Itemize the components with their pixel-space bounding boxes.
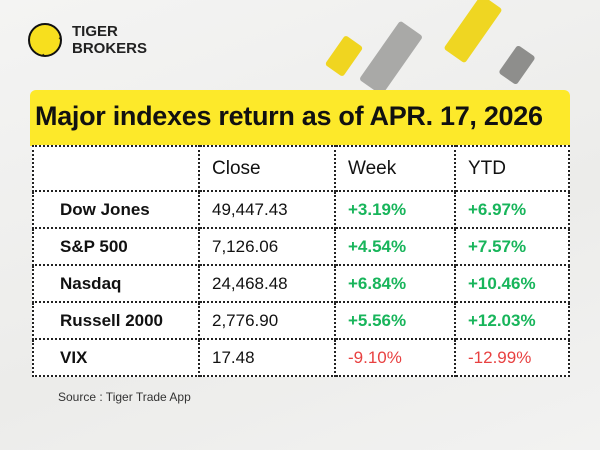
candlestick-decoration-icon bbox=[498, 44, 536, 86]
index-name: Russell 2000 bbox=[32, 301, 200, 340]
week-return: -9.10% bbox=[334, 338, 456, 377]
close-value: 24,468.48 bbox=[198, 264, 336, 303]
index-name: VIX bbox=[32, 338, 200, 377]
ytd-return: +7.57% bbox=[454, 227, 570, 266]
table-header-row: Close Week YTD bbox=[32, 145, 570, 192]
index-name: Dow Jones bbox=[32, 190, 200, 229]
index-name: S&P 500 bbox=[32, 227, 200, 266]
week-return: +5.56% bbox=[334, 301, 456, 340]
week-return: +4.54% bbox=[334, 227, 456, 266]
header-week: Week bbox=[334, 145, 456, 192]
close-value: 7,126.06 bbox=[198, 227, 336, 266]
header-close: Close bbox=[198, 145, 336, 192]
table-row: Russell 2000 2,776.90 +5.56% +12.03% bbox=[32, 301, 570, 340]
index-name: Nasdaq bbox=[32, 264, 200, 303]
ytd-return: +10.46% bbox=[454, 264, 570, 303]
tiger-brokers-logo: TIGER BROKERS bbox=[28, 23, 147, 57]
tiger-logo-icon bbox=[28, 23, 62, 57]
candlestick-decoration-icon bbox=[324, 34, 364, 78]
title-banner: Major indexes return as of APR. 17, 2026 bbox=[30, 90, 570, 146]
candlestick-decoration-icon bbox=[443, 0, 503, 64]
close-value: 49,447.43 bbox=[198, 190, 336, 229]
close-value: 2,776.90 bbox=[198, 301, 336, 340]
brand-line1: TIGER bbox=[72, 23, 118, 40]
table-row: S&P 500 7,126.06 +4.54% +7.57% bbox=[32, 227, 570, 266]
source-note: Source : Tiger Trade App bbox=[58, 390, 191, 404]
candlestick-decoration-icon bbox=[358, 20, 424, 96]
ytd-return: +6.97% bbox=[454, 190, 570, 229]
header-ytd: YTD bbox=[454, 145, 570, 192]
close-value: 17.48 bbox=[198, 338, 336, 377]
table-row: Nasdaq 24,468.48 +6.84% +10.46% bbox=[32, 264, 570, 303]
week-return: +3.19% bbox=[334, 190, 456, 229]
table-row: VIX 17.48 -9.10% -12.99% bbox=[32, 338, 570, 377]
indexes-table: Close Week YTD Dow Jones 49,447.43 +3.19… bbox=[32, 145, 570, 377]
table-row: Dow Jones 49,447.43 +3.19% +6.97% bbox=[32, 190, 570, 229]
brand-name: TIGER BROKERS bbox=[72, 23, 147, 57]
week-return: +6.84% bbox=[334, 264, 456, 303]
header-cell-empty bbox=[32, 145, 200, 192]
ytd-return: -12.99% bbox=[454, 338, 570, 377]
ytd-return: +12.03% bbox=[454, 301, 570, 340]
page-title: Major indexes return as of APR. 17, 2026 bbox=[35, 101, 543, 131]
brand-line2: BROKERS bbox=[72, 40, 148, 57]
